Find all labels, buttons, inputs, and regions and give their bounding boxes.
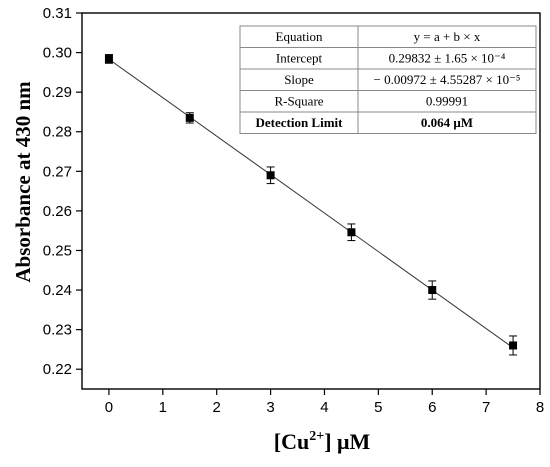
data-point-4	[428, 286, 437, 295]
x-axis-label-superscript: 2+	[309, 429, 324, 444]
stats-value-3: 0.99991	[426, 94, 468, 109]
stats-value-2: − 0.00972 ± 4.55287 × 10⁻⁵	[374, 72, 521, 87]
y-tick-label-2: 0.24	[43, 282, 72, 299]
stats-value-1: 0.29832 ± 1.65 × 10⁻⁴	[389, 51, 506, 66]
stats-label-1: Intercept	[276, 51, 323, 66]
x-tick-label-5: 5	[374, 399, 382, 416]
x-tick-label-3: 3	[266, 399, 274, 416]
x-tick-label-0: 0	[105, 399, 113, 416]
data-point-5	[509, 341, 518, 350]
y-tick-label-7: 0.29	[43, 84, 72, 101]
x-tick-label-7: 7	[482, 399, 490, 416]
data-point-1	[185, 113, 194, 122]
data-point-0	[104, 54, 113, 63]
x-axis-label-tail: ] μM	[324, 429, 370, 454]
x-tick-label-8: 8	[536, 399, 544, 416]
y-tick-label-6: 0.28	[43, 124, 72, 141]
y-tick-label-5: 0.27	[43, 163, 72, 180]
stats-value-0: y = a + b × x	[414, 29, 481, 44]
y-tick-label-4: 0.26	[43, 203, 72, 220]
y-axis-label: Absorbance at 430 nm	[11, 81, 35, 283]
x-tick-label-1: 1	[159, 399, 167, 416]
y-tick-label-3: 0.25	[43, 242, 72, 259]
data-point-3	[347, 228, 356, 237]
stats-value-4: 0.064 μM	[421, 115, 473, 130]
y-tick-label-8: 0.30	[43, 45, 72, 62]
y-tick-label-9: 0.31	[43, 5, 72, 22]
plot-frame	[81, 12, 541, 390]
y-tick-label-1: 0.23	[43, 322, 72, 339]
fit-line	[108, 58, 514, 349]
stats-label-2: Slope	[284, 72, 314, 87]
stats-label-3: R-Square	[274, 94, 323, 109]
stats-label-0: Equation	[276, 29, 323, 44]
x-tick-label-6: 6	[428, 399, 436, 416]
x-tick-label-2: 2	[213, 399, 221, 416]
x-tick-label-4: 4	[320, 399, 328, 416]
x-axis-label-main: [Cu	[274, 429, 309, 454]
x-axis-label: [Cu2+] μM	[274, 429, 371, 454]
y-tick-label-0: 0.22	[43, 361, 72, 378]
stats-table	[239, 25, 537, 134]
stats-label-4: Detection Limit	[255, 115, 343, 130]
data-point-2	[266, 171, 275, 180]
